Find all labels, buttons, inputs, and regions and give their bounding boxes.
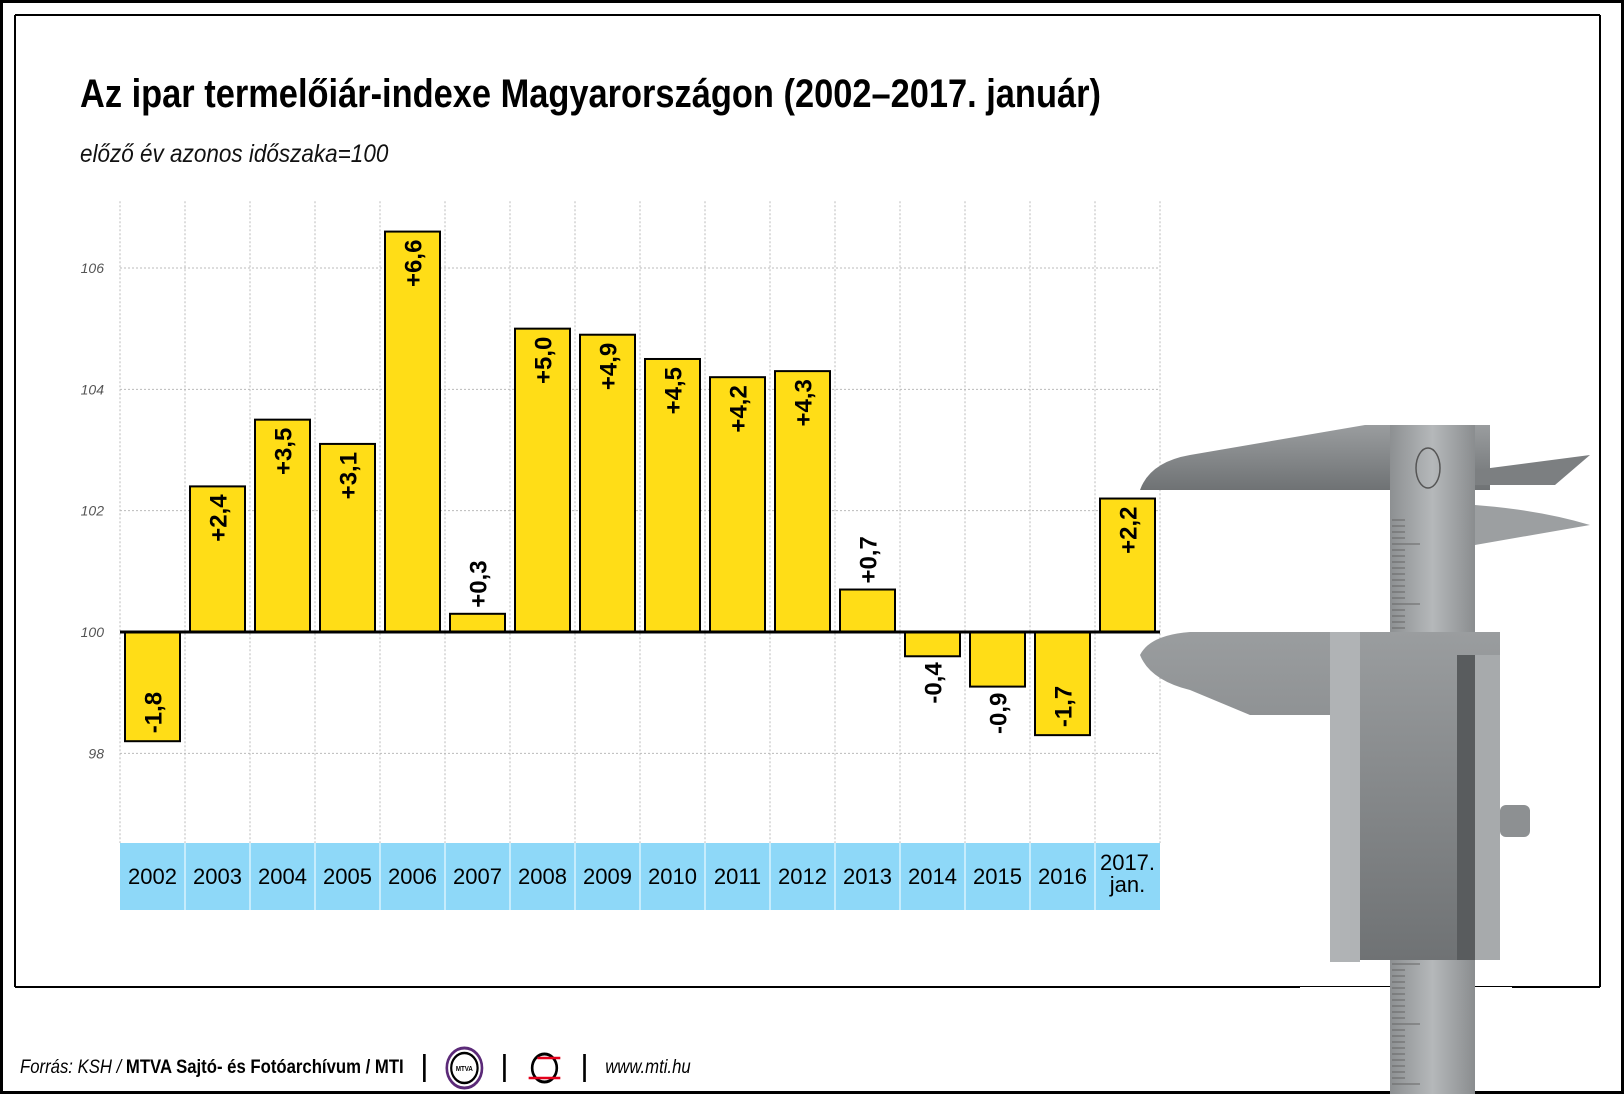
data-label: +0,7 [856, 536, 883, 583]
data-label: -1,8 [141, 692, 168, 733]
y-tick-label: 102 [81, 503, 105, 519]
bar-2017jan [1099, 497, 1156, 633]
x-tick-label: 2010 [648, 864, 697, 889]
bar-2014 [904, 631, 961, 658]
mtva-logo: MTVA [445, 1046, 484, 1090]
chart-title: Az ipar termelőiár-indexe Magyarországon… [80, 72, 1101, 116]
data-label: +3,1 [336, 452, 363, 499]
x-tick-label: 2003 [193, 864, 242, 889]
bar-2011 [709, 376, 766, 633]
bar-2008 [514, 327, 571, 633]
data-label: +4,5 [661, 367, 688, 414]
y-tick-label: 106 [81, 260, 105, 276]
data-label: -1,7 [1051, 686, 1078, 727]
x-tick-label: 2005 [323, 864, 372, 889]
bar-2012 [774, 370, 831, 633]
data-label: +5,0 [531, 337, 558, 384]
x-tick-label: 2011 [714, 864, 761, 889]
bar-2005 [319, 442, 376, 633]
website-link[interactable]: www.mti.hu [605, 1057, 691, 1078]
x-tick-label: 2017. jan. [1100, 850, 1155, 897]
data-label: +4,2 [726, 385, 753, 432]
y-tick-label: 100 [81, 624, 105, 640]
bar-2006 [384, 230, 441, 633]
bar-2007 [449, 612, 506, 634]
x-tick-label: 2006 [388, 864, 437, 889]
bar-2013 [839, 588, 896, 634]
x-tick-label: 2013 [843, 864, 892, 889]
x-tick-label: 2015 [973, 864, 1022, 889]
data-label: +2,2 [1116, 507, 1143, 554]
data-label: +2,4 [206, 494, 233, 542]
data-label: +4,9 [596, 343, 623, 390]
data-label: +4,3 [791, 379, 818, 426]
x-tick-label: 2012 [778, 864, 827, 889]
bar-2016 [1034, 631, 1091, 737]
x-tick-label: 2016 [1038, 864, 1087, 889]
x-tick-label: 2007 [453, 864, 502, 889]
x-tick-label: 2009 [583, 864, 632, 889]
svg-text:MTVA: MTVA [456, 1066, 473, 1073]
x-tick-label: 2004 [258, 864, 307, 889]
data-label: +6,6 [401, 240, 428, 287]
data-label: +3,5 [271, 428, 298, 475]
bar-2009 [579, 333, 636, 633]
footer: Forrás: KSH / MTVA Sajtó- és Fotóarchívu… [20, 1046, 691, 1090]
data-label: +0,3 [466, 560, 493, 607]
divider [423, 1054, 426, 1082]
x-tick-label: 2008 [518, 864, 567, 889]
x-tick-label: 2014 [908, 864, 957, 889]
bar-2004 [254, 418, 311, 633]
caliper-image [1140, 425, 1590, 1094]
x-tick-label: 2002 [128, 864, 177, 889]
divider [503, 1054, 506, 1082]
y-tick-label: 98 [88, 745, 104, 761]
data-label: -0,9 [986, 693, 1013, 734]
divider [583, 1054, 586, 1082]
chart-subtitle: előző év azonos időszaka=100 [80, 140, 389, 168]
source-credit: MTVA Sajtó- és Fotóarchívum / MTI [125, 1057, 404, 1078]
mti-logo [528, 1052, 561, 1084]
data-label: -0,4 [921, 662, 948, 704]
y-tick-label: 104 [81, 381, 105, 397]
source-text: Forrás: KSH / [20, 1057, 122, 1078]
bar-2015 [969, 631, 1026, 688]
